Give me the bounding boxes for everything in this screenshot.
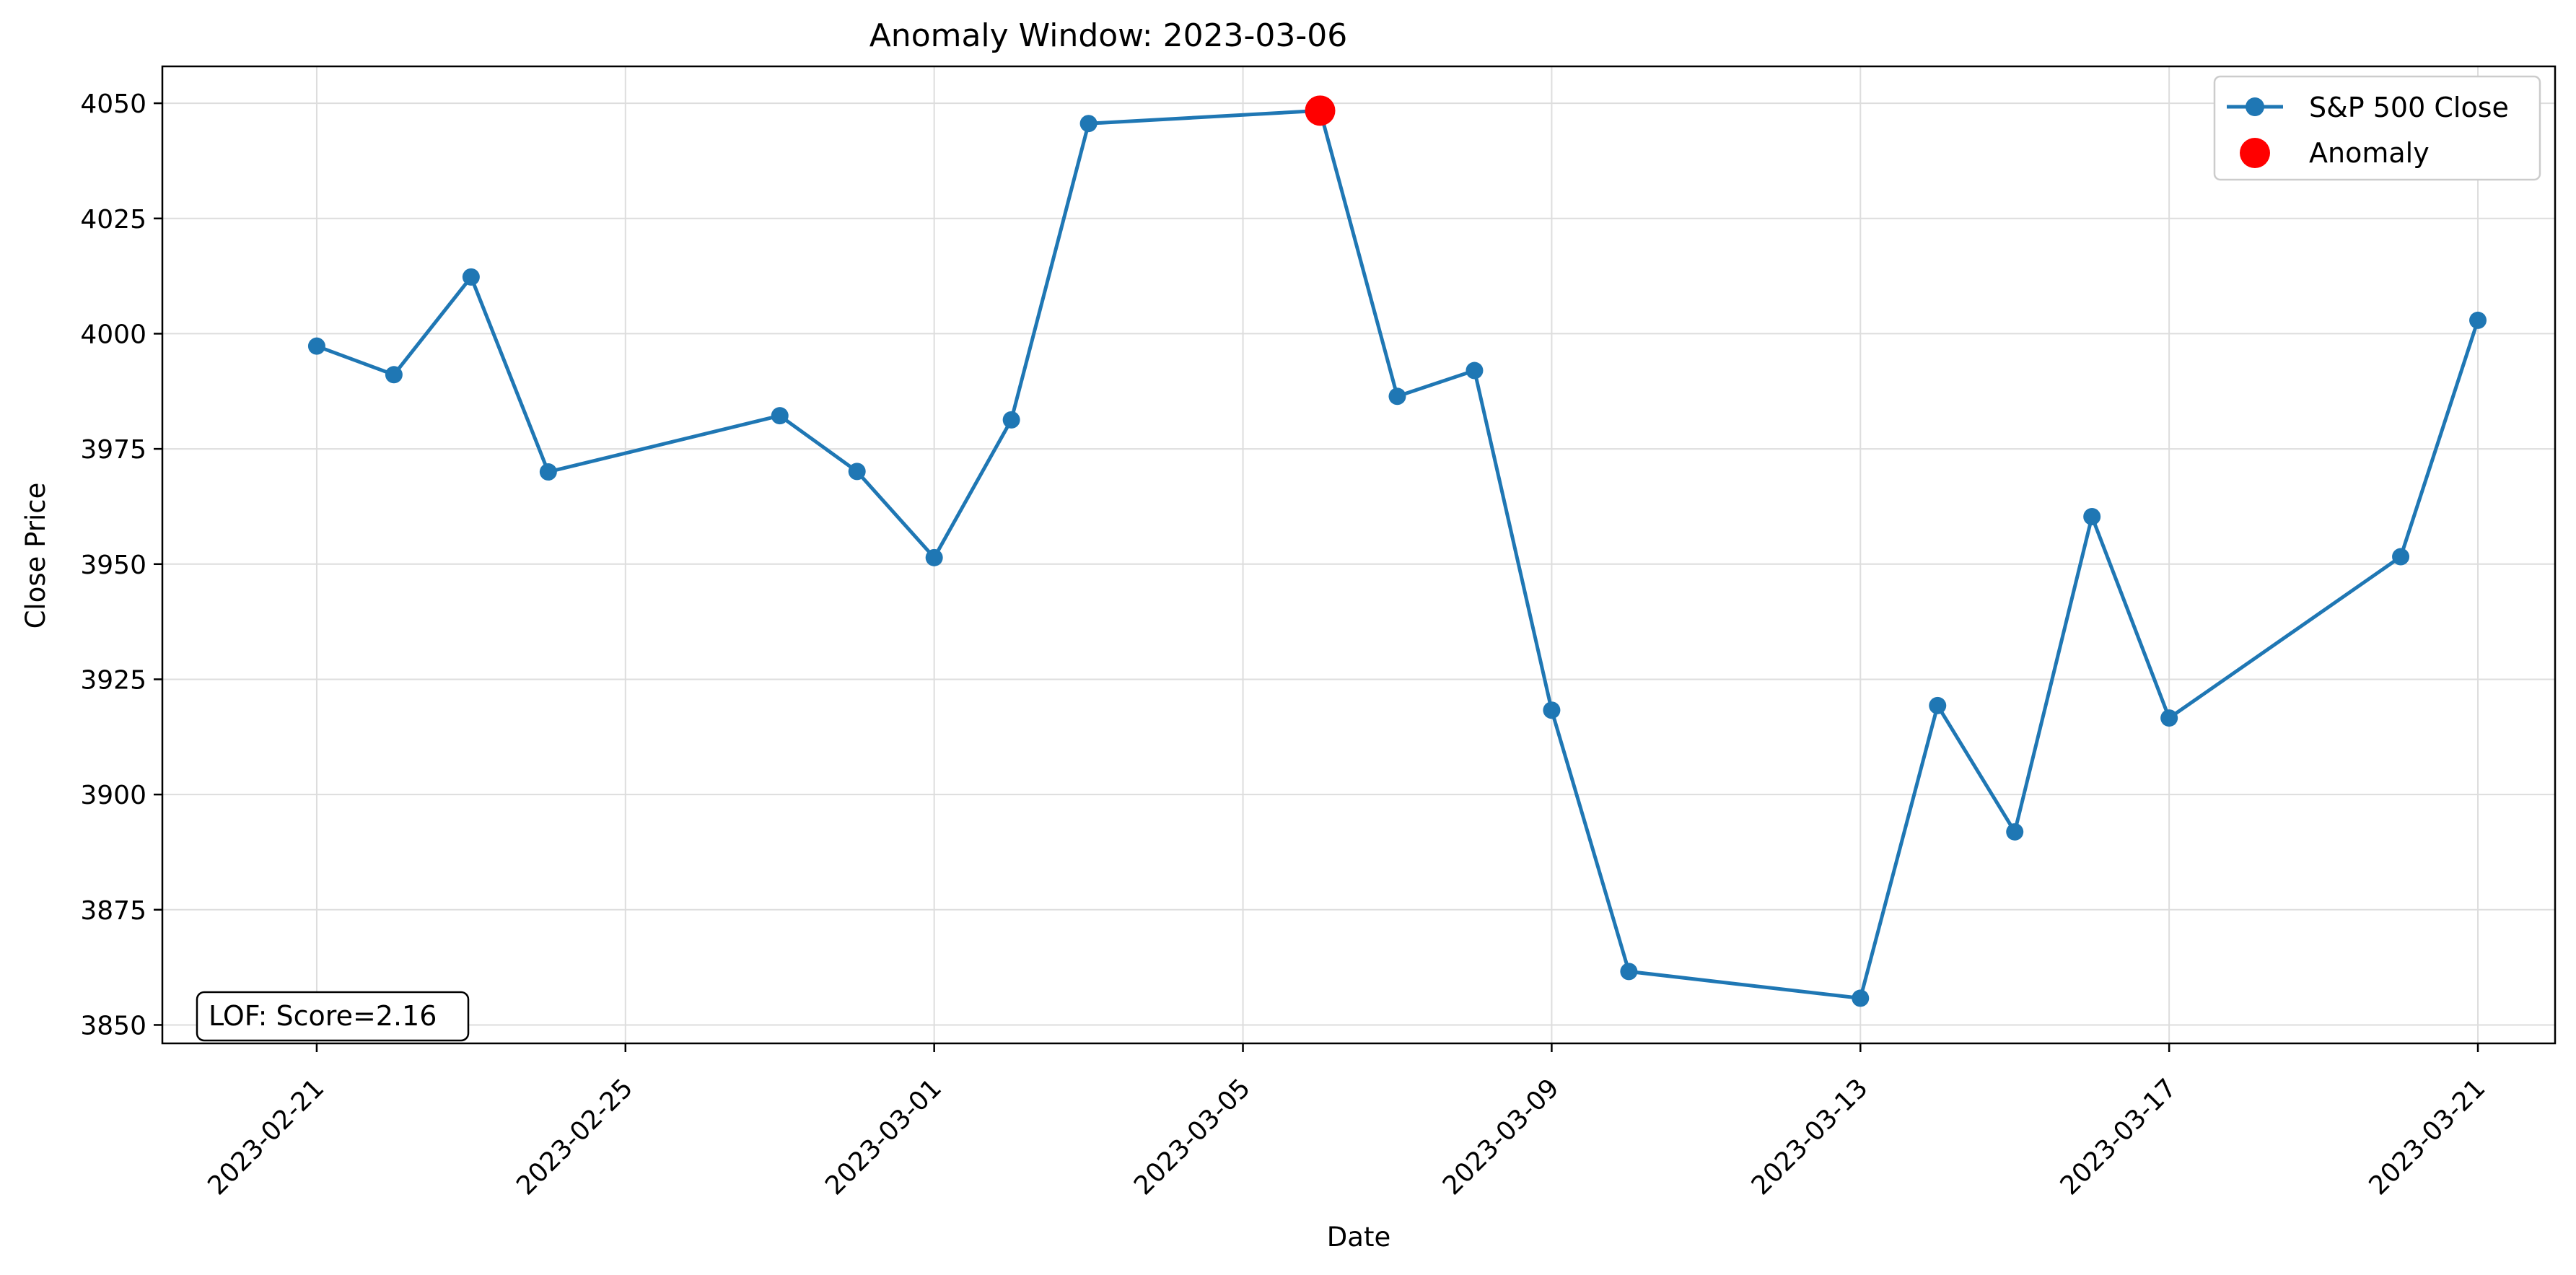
chart-title: Anomaly Window: 2023-03-06 [869, 17, 1348, 54]
legend-label-close: S&P 500 Close [2309, 92, 2509, 123]
data-point [1079, 115, 1098, 133]
data-point [2006, 823, 2024, 841]
anomaly-point [1305, 95, 1336, 126]
x-tick-label: 2023-03-17 [2055, 1073, 2183, 1201]
legend-marker-anomaly [2240, 138, 2270, 168]
data-point [1466, 362, 1484, 380]
annotation-text: LOF: Score=2.16 [209, 1000, 437, 1032]
grid-lines [162, 66, 2555, 1043]
annotation-box [196, 991, 470, 1042]
data-point [848, 463, 866, 481]
y-axis-ticks: 3850 3875 3900 3925 3950 3975 4000 4025 4050 [80, 89, 162, 1040]
y-tick-label: 4050 [80, 89, 146, 119]
data-point [2392, 548, 2410, 566]
y-tick-label: 3900 [80, 781, 146, 810]
series-line-close [316, 108, 2480, 1000]
data-point [307, 337, 325, 355]
data-point [2160, 709, 2178, 727]
y-tick-label: 3875 [80, 896, 146, 926]
data-point [925, 548, 943, 566]
y-tick-label: 3925 [80, 665, 146, 695]
x-tick-label: 2023-02-21 [202, 1073, 330, 1201]
legend-marker-close [2246, 97, 2264, 116]
legend-frame [2213, 75, 2541, 181]
x-axis-ticks: 2023-02-21 2023-02-25 2023-03-01 2023-03-05… [202, 1043, 2491, 1201]
lof-score-annotation: LOF: Score=2.16 [196, 991, 470, 1042]
series-layer [307, 95, 2487, 1007]
x-tick-label: 2023-03-01 [820, 1073, 947, 1201]
y-tick-label: 4000 [80, 320, 146, 349]
y-tick-label: 3975 [80, 435, 146, 465]
y-tick-label: 4025 [80, 205, 146, 235]
x-tick-label: 2023-03-05 [1129, 1073, 1256, 1201]
x-axis-label: Date [1327, 1222, 1390, 1253]
y-tick-label: 3950 [80, 551, 146, 580]
data-point [771, 407, 789, 425]
x-tick-label: 2023-03-09 [1437, 1073, 1565, 1201]
data-point [1543, 701, 1561, 719]
data-point [462, 268, 480, 286]
y-tick-label: 3850 [80, 1011, 146, 1040]
y-axis-label: Close Price [20, 483, 51, 629]
data-point [539, 463, 557, 481]
data-point [1388, 387, 1406, 406]
legend-label-anomaly: Anomaly [2309, 137, 2430, 169]
legend: S&P 500 Close Anomaly [2213, 75, 2541, 181]
plot-area-frame [161, 65, 2557, 1045]
data-point [1002, 411, 1020, 429]
data-point [1852, 989, 1870, 1007]
x-tick-label: 2023-03-21 [2363, 1073, 2491, 1201]
data-point [1620, 963, 1638, 981]
x-tick-label: 2023-02-25 [511, 1073, 639, 1201]
data-point [385, 366, 403, 384]
x-tick-label: 2023-03-13 [1746, 1073, 1874, 1201]
data-point [1929, 696, 1947, 714]
data-point [2083, 507, 2101, 525]
data-point [2469, 311, 2487, 329]
